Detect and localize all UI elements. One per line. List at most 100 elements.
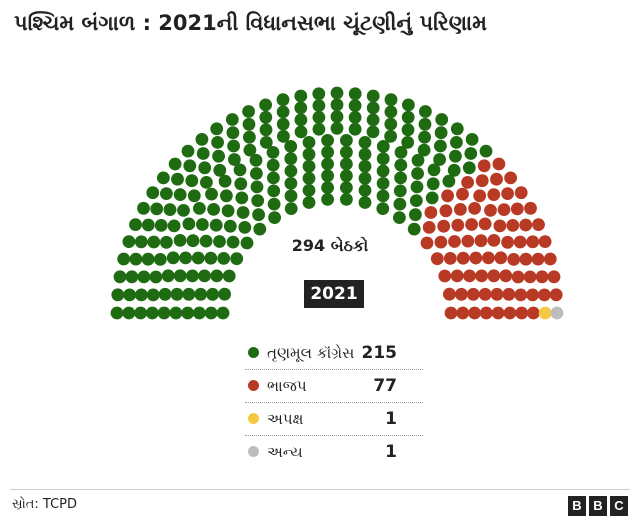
seat-dot — [366, 101, 380, 115]
seat-dot — [479, 306, 493, 320]
seat-dot — [193, 202, 206, 215]
seat-dot — [402, 98, 415, 112]
seat-dot — [191, 251, 205, 265]
seat-dot — [409, 208, 422, 222]
seat-dot — [243, 143, 257, 157]
seat-dot — [179, 251, 193, 265]
seat-dot — [484, 204, 497, 217]
parliament-chart — [110, 86, 564, 320]
seat-dot — [206, 287, 220, 301]
seat-dot — [181, 306, 195, 320]
seat-dot — [276, 105, 290, 119]
seat-dot — [407, 222, 421, 236]
seat-dot — [173, 269, 187, 283]
seat-dot — [146, 288, 160, 302]
seat-dot — [321, 169, 334, 183]
seat-dot — [217, 252, 231, 265]
seat-dot — [547, 270, 561, 284]
seat-dot — [418, 117, 432, 131]
legend-swatch — [248, 446, 259, 457]
seat-dot — [426, 177, 440, 191]
seat-dot — [506, 219, 520, 232]
seat-dot — [249, 153, 263, 167]
seat-dot — [284, 140, 298, 153]
seat-dot — [393, 184, 407, 198]
seat-dot — [475, 269, 488, 283]
seat-dot — [204, 306, 218, 320]
seat-dot — [384, 117, 398, 131]
seat-dot — [312, 122, 326, 136]
seat-dot — [196, 218, 209, 231]
seat-dot — [321, 134, 334, 147]
seat-dot — [502, 287, 516, 301]
seat-dot — [137, 270, 151, 284]
seat-dot — [393, 211, 406, 225]
seat-dot — [524, 201, 537, 215]
seat-dot — [294, 89, 308, 103]
seat-dot — [438, 269, 452, 283]
seat-dot — [259, 110, 273, 124]
seat-dot — [302, 147, 316, 161]
seat-dot — [242, 105, 256, 118]
seat-dot — [532, 218, 545, 232]
seat-dot — [160, 235, 173, 249]
seat-dot — [284, 164, 298, 178]
seat-dot — [252, 208, 265, 222]
seat-dot — [418, 130, 431, 144]
seat-dot — [226, 235, 240, 249]
seat-dot — [122, 306, 136, 320]
chart-title: પશ્ચિમ બંગાળ : 2021ની વિધાનસભા ચૂંટણીનું… — [14, 11, 487, 35]
seat-dot — [443, 287, 456, 301]
source-note: સ્રોત: TCPD — [12, 497, 78, 512]
seat-dot — [134, 306, 148, 320]
seat-dot — [549, 288, 563, 302]
seat-dot — [111, 288, 125, 302]
seat-dot — [376, 164, 390, 178]
seat-dot — [170, 287, 184, 301]
seat-dot — [302, 184, 316, 197]
seat-dot — [454, 203, 467, 216]
legend: તૃણમૂલ કૉંગ્રેસ 215 ભાજપ 77 અપક્ષ 1 અન્ય… — [245, 337, 423, 468]
seat-dot — [504, 171, 517, 185]
seat-dot — [394, 171, 407, 185]
seat-dot — [235, 191, 249, 205]
seat-dot — [493, 219, 507, 233]
seat-dot — [514, 288, 528, 302]
seat-dot — [226, 126, 240, 140]
seat-dot — [420, 236, 434, 250]
seat-dot — [259, 136, 273, 149]
seat-dot — [146, 186, 160, 200]
seat-dot — [330, 110, 344, 123]
seat-dot — [447, 163, 461, 177]
seat-dot — [456, 306, 470, 320]
seat-dot — [113, 270, 127, 284]
seat-dot — [442, 174, 456, 188]
seat-dot — [527, 306, 540, 320]
seat-dot — [441, 189, 454, 203]
seat-dot — [394, 158, 408, 172]
seat-dot — [424, 206, 438, 219]
seat-dot — [195, 133, 209, 146]
legend-party-name: તૃણમૂલ કૉંગ્રેસ — [267, 344, 355, 362]
seat-dot — [348, 87, 362, 101]
seat-dot — [425, 191, 439, 205]
seat-dot — [456, 251, 470, 265]
seat-dot — [478, 217, 492, 231]
seat-dot — [259, 98, 272, 112]
seat-dot — [501, 187, 514, 201]
seat-dot — [294, 113, 308, 127]
seat-dot — [450, 122, 464, 136]
seat-dot — [145, 306, 159, 320]
seat-dot — [550, 306, 564, 320]
seat-dot — [194, 287, 208, 301]
seat-dot — [535, 270, 549, 284]
seat-dot — [147, 235, 161, 249]
seat-dot — [358, 184, 372, 197]
seat-dot — [210, 269, 224, 283]
seat-dot — [177, 204, 190, 217]
seat-dot — [439, 204, 453, 218]
seat-dot — [487, 269, 501, 283]
seat-dot — [538, 235, 552, 249]
seat-dot — [122, 235, 136, 249]
seat-dot — [411, 153, 425, 167]
